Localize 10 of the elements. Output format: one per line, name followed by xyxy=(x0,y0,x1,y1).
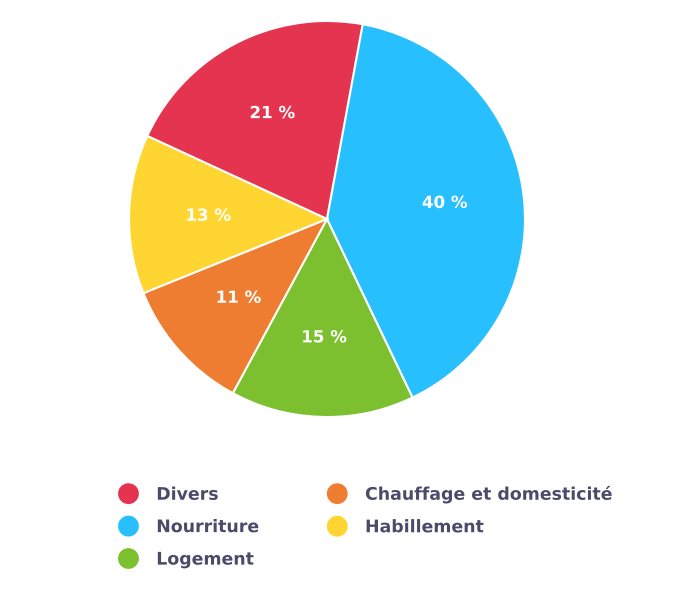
legend-label: Nourriture xyxy=(158,518,258,532)
data-label: 40 % xyxy=(422,196,468,208)
data-label: 15 % xyxy=(303,330,346,343)
legend-label: Divers xyxy=(158,486,218,500)
data-label: 21 % xyxy=(250,106,295,118)
data-label: 11 % xyxy=(217,290,261,304)
legend-label: Logement xyxy=(158,552,254,568)
data-label: 13 % xyxy=(187,208,231,221)
legend-label: Habillement xyxy=(366,519,484,533)
legend-label: Chauffage et domesticité xyxy=(366,486,612,504)
